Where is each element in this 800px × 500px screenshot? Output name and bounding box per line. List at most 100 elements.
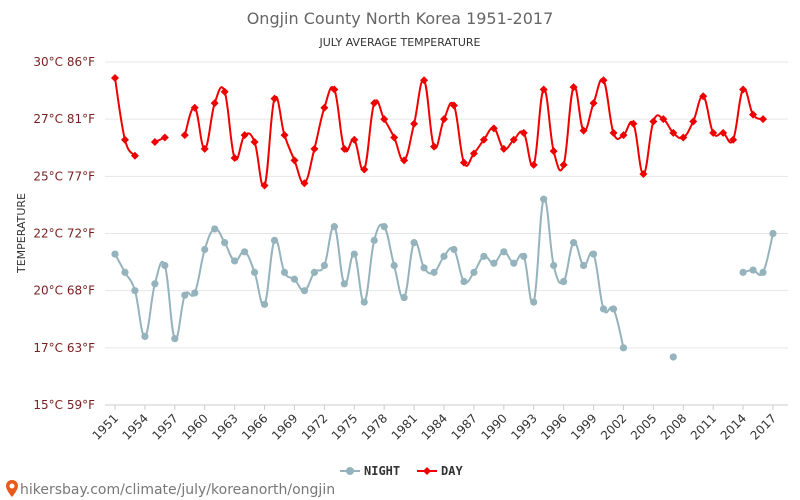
- data-point-day[interactable]: [619, 131, 628, 140]
- data-point-day[interactable]: [260, 181, 269, 190]
- data-point-day[interactable]: [220, 87, 229, 96]
- data-point-day[interactable]: [689, 117, 698, 126]
- data-point-night[interactable]: [530, 298, 538, 306]
- data-point-day[interactable]: [111, 74, 119, 83]
- data-point-night[interactable]: [221, 239, 229, 247]
- data-point-day[interactable]: [749, 110, 758, 119]
- data-point-day[interactable]: [190, 103, 199, 112]
- data-point-night[interactable]: [330, 223, 338, 231]
- data-point-day[interactable]: [539, 85, 548, 94]
- data-point-day[interactable]: [320, 103, 329, 112]
- data-point-night[interactable]: [570, 239, 578, 247]
- data-point-night[interactable]: [510, 259, 518, 267]
- data-point-night[interactable]: [231, 257, 239, 265]
- data-point-day[interactable]: [609, 128, 618, 137]
- data-point-day[interactable]: [709, 128, 718, 137]
- data-point-day[interactable]: [589, 99, 598, 108]
- data-point-night[interactable]: [340, 280, 348, 288]
- data-point-night[interactable]: [540, 195, 548, 203]
- data-point-night[interactable]: [440, 252, 448, 260]
- data-point-day[interactable]: [270, 94, 279, 103]
- data-point-day[interactable]: [549, 147, 558, 156]
- data-point-night[interactable]: [290, 275, 299, 283]
- data-point-night[interactable]: [141, 332, 149, 340]
- data-point-night[interactable]: [460, 277, 468, 286]
- data-point-night[interactable]: [350, 250, 358, 258]
- data-point-night[interactable]: [490, 259, 498, 267]
- data-point-night[interactable]: [390, 261, 398, 270]
- data-point-day[interactable]: [719, 128, 728, 137]
- data-point-night[interactable]: [250, 268, 259, 276]
- data-point-day[interactable]: [180, 131, 189, 140]
- data-point-day[interactable]: [559, 160, 568, 169]
- data-point-night[interactable]: [759, 268, 767, 276]
- data-point-night[interactable]: [121, 268, 129, 276]
- data-point-day[interactable]: [519, 128, 528, 137]
- data-point-day[interactable]: [699, 92, 708, 101]
- data-point-day[interactable]: [150, 138, 159, 147]
- data-point-day[interactable]: [160, 133, 169, 142]
- data-point-day[interactable]: [499, 144, 508, 153]
- data-point-night[interactable]: [241, 248, 249, 256]
- data-point-day[interactable]: [459, 158, 468, 167]
- data-point-night[interactable]: [599, 305, 608, 313]
- data-point-day[interactable]: [250, 138, 259, 147]
- data-point-day[interactable]: [420, 76, 429, 85]
- data-point-day[interactable]: [639, 170, 648, 179]
- data-point-day[interactable]: [649, 117, 658, 126]
- data-point-day[interactable]: [350, 135, 359, 144]
- data-point-night[interactable]: [320, 261, 328, 270]
- data-point-night[interactable]: [260, 300, 269, 308]
- data-point-day[interactable]: [739, 85, 748, 94]
- data-point-night[interactable]: [280, 268, 289, 276]
- data-point-night[interactable]: [410, 239, 418, 247]
- data-point-day[interactable]: [509, 135, 518, 144]
- data-point-night[interactable]: [589, 250, 598, 258]
- data-point-night[interactable]: [450, 245, 458, 254]
- data-point-night[interactable]: [211, 225, 219, 233]
- legend-item-day[interactable]: DAY: [417, 464, 463, 478]
- data-point-day[interactable]: [360, 165, 369, 174]
- data-point-night[interactable]: [430, 268, 438, 276]
- data-point-night[interactable]: [310, 268, 318, 276]
- data-point-night[interactable]: [181, 291, 189, 299]
- data-point-day[interactable]: [729, 135, 738, 144]
- data-point-day[interactable]: [290, 156, 299, 165]
- data-point-night[interactable]: [370, 236, 378, 244]
- data-point-day[interactable]: [440, 115, 448, 124]
- data-point-day[interactable]: [200, 144, 209, 153]
- data-point-day[interactable]: [430, 142, 439, 151]
- data-point-night[interactable]: [669, 353, 677, 361]
- data-point-night[interactable]: [480, 252, 488, 260]
- data-point-day[interactable]: [410, 119, 419, 128]
- data-point-day[interactable]: [759, 115, 768, 124]
- data-point-night[interactable]: [749, 266, 757, 274]
- data-point-night[interactable]: [380, 223, 388, 231]
- data-point-night[interactable]: [739, 268, 747, 276]
- data-point-night[interactable]: [151, 280, 159, 288]
- data-point-day[interactable]: [380, 115, 389, 124]
- legend-item-night[interactable]: NIGHT: [340, 464, 400, 478]
- data-point-day[interactable]: [130, 151, 139, 160]
- footer-link[interactable]: hikersbay.com/climate/july/koreanorth/on…: [20, 482, 335, 498]
- data-point-night[interactable]: [769, 229, 777, 238]
- data-point-day[interactable]: [679, 133, 688, 142]
- data-point-day[interactable]: [529, 160, 538, 169]
- data-point-day[interactable]: [400, 156, 409, 165]
- data-point-night[interactable]: [111, 250, 119, 258]
- data-point-night[interactable]: [579, 261, 588, 270]
- data-point-day[interactable]: [599, 76, 608, 85]
- data-point-day[interactable]: [669, 128, 678, 137]
- data-point-night[interactable]: [619, 344, 628, 352]
- data-point-day[interactable]: [120, 135, 129, 144]
- data-point-night[interactable]: [550, 261, 558, 270]
- data-point-day[interactable]: [230, 154, 239, 163]
- data-point-day[interactable]: [280, 131, 289, 140]
- data-point-day[interactable]: [390, 133, 399, 142]
- data-point-day[interactable]: [300, 179, 309, 188]
- data-point-night[interactable]: [609, 305, 618, 313]
- data-point-day[interactable]: [370, 99, 379, 108]
- data-point-day[interactable]: [469, 149, 478, 158]
- data-point-night[interactable]: [131, 287, 139, 295]
- data-point-night[interactable]: [191, 289, 199, 297]
